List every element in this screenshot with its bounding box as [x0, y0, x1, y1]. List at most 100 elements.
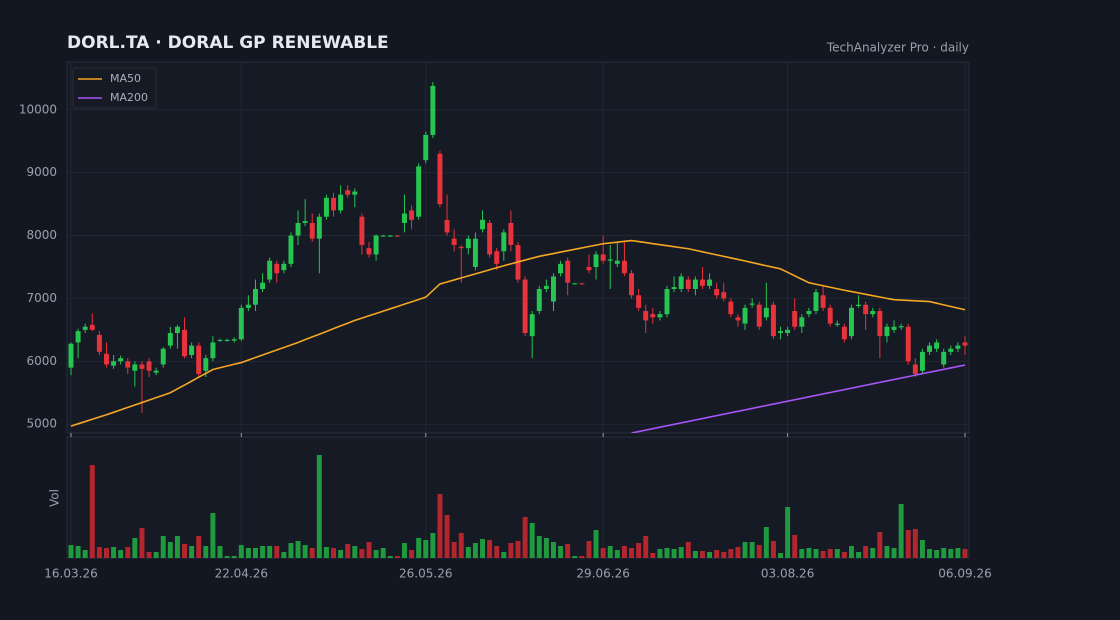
- volume-bar: [756, 545, 762, 558]
- volume-bar: [96, 547, 102, 558]
- candle-body: [735, 317, 741, 321]
- volume-bar: [941, 548, 947, 558]
- candle-body: [480, 219, 486, 230]
- volume-bar: [848, 546, 854, 558]
- candle-body: [430, 85, 436, 135]
- candle-body: [487, 222, 493, 255]
- volume-bar: [543, 538, 549, 558]
- volume-bar: [678, 547, 684, 558]
- candle-body: [401, 213, 407, 223]
- volume-bar: [728, 549, 734, 558]
- volume-bar: [458, 533, 464, 558]
- candle-body: [89, 324, 95, 330]
- candle-body: [948, 348, 954, 352]
- candle-body: [245, 304, 251, 308]
- candle-body: [139, 364, 145, 369]
- volume-bar: [685, 542, 691, 558]
- volume-bar: [281, 552, 287, 558]
- volume-bar: [699, 551, 705, 558]
- candle-body: [82, 326, 88, 330]
- volume-bar: [806, 548, 812, 558]
- candle-body: [260, 282, 266, 290]
- y-tick-label: 9000: [26, 165, 57, 179]
- candle-body: [905, 326, 911, 362]
- volume-bar: [586, 541, 592, 558]
- candle-body: [529, 314, 535, 337]
- candle-body: [621, 260, 627, 274]
- candle-body: [600, 254, 606, 261]
- candle-body: [281, 263, 287, 271]
- candle-body: [558, 263, 564, 274]
- volume-bar: [409, 550, 415, 558]
- candle-body: [664, 289, 670, 315]
- volume-bar: [125, 547, 131, 558]
- volume-label: Vol: [48, 489, 62, 507]
- y-tick-label: 7000: [26, 291, 57, 305]
- volume-bar: [614, 550, 620, 558]
- volume-bar: [799, 549, 805, 558]
- candle-body: [437, 153, 443, 205]
- candle-body: [288, 235, 294, 264]
- candle-body: [501, 232, 507, 252]
- volume-bar: [416, 538, 422, 558]
- candle-body: [316, 216, 322, 239]
- candle-body: [338, 194, 344, 211]
- y-tick-label: 6000: [26, 354, 57, 368]
- candle-body: [955, 345, 961, 349]
- axes: 5000 6000 7000 8000 9000 10000 16.03.26 22.04.2…: [19, 102, 992, 580]
- volume-bar: [927, 549, 933, 558]
- candle-body: [210, 342, 216, 359]
- candle-body: [941, 351, 947, 365]
- x-tick-label: 16.03.26: [44, 567, 97, 581]
- candle-body: [132, 364, 138, 371]
- volume-bar: [394, 556, 400, 558]
- candle-body: [423, 134, 429, 161]
- volume-bar: [522, 517, 528, 558]
- candle-body: [806, 311, 812, 315]
- x-tick-label: 03.08.26: [761, 567, 814, 581]
- candle-body: [196, 345, 202, 374]
- legend: MA50 MA200: [72, 67, 157, 109]
- moving-averages: [70, 239, 966, 433]
- volume-bar: [785, 507, 791, 558]
- volume-bar: [189, 546, 195, 558]
- legend-label: MA200: [110, 91, 148, 104]
- volume-bar: [118, 550, 124, 558]
- chart-title: DORL.TA · DORAL GP RENEWABLE: [67, 33, 389, 53]
- candle-body: [763, 307, 769, 318]
- candle-body: [96, 334, 102, 352]
- candle-body: [572, 283, 578, 285]
- candle-body: [522, 279, 528, 334]
- volume-bar: [103, 548, 109, 558]
- volume-bar: [742, 542, 748, 558]
- volume-bar: [203, 546, 209, 558]
- candle-body: [785, 329, 791, 334]
- candle-body: [877, 311, 883, 337]
- volume-bar: [735, 547, 741, 558]
- chart-subtitle: TechAnalyzer Pro · daily: [826, 41, 969, 55]
- candle-body: [302, 221, 308, 223]
- volume-bar: [387, 556, 393, 558]
- y-tick-label: 5000: [26, 417, 57, 431]
- candle-body: [671, 287, 677, 290]
- candle-body: [848, 307, 854, 337]
- candle-body: [898, 326, 904, 328]
- candle-body: [160, 348, 166, 365]
- volume-bar: [196, 536, 202, 558]
- candle-body: [231, 339, 237, 341]
- candle-body: [728, 301, 734, 315]
- volume-bar: [401, 543, 407, 558]
- candle-body: [182, 329, 188, 357]
- candle-body: [565, 260, 571, 283]
- volume-bar: [444, 515, 450, 558]
- volume-bar: [331, 548, 337, 558]
- volume-bar: [267, 546, 273, 558]
- volume-bar: [621, 546, 627, 558]
- candle-body: [203, 358, 209, 371]
- volume-bar: [934, 550, 940, 558]
- volume-bar: [245, 548, 251, 558]
- candle-body: [685, 279, 691, 290]
- volume-bar: [139, 528, 145, 558]
- candle-body: [387, 235, 393, 237]
- candle-body: [444, 219, 450, 233]
